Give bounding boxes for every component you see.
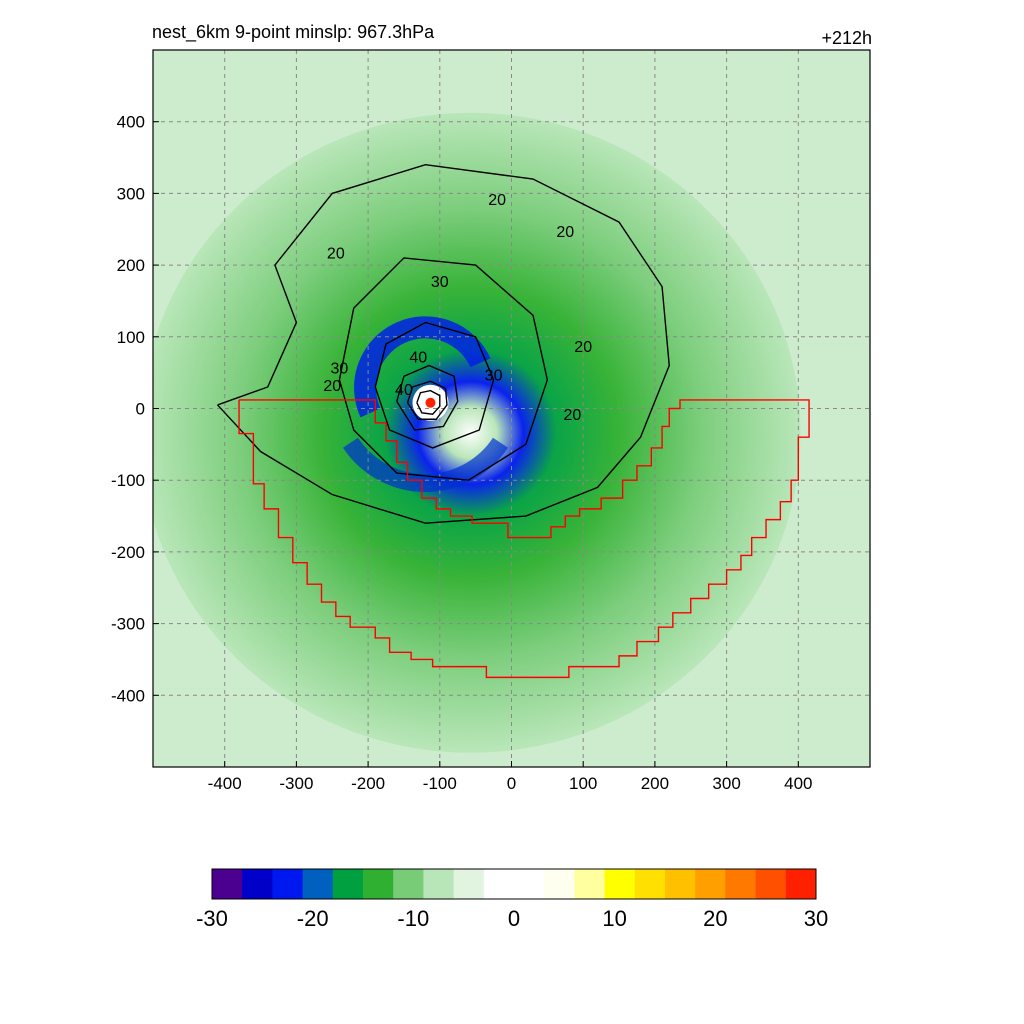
colorbar-segment	[272, 869, 304, 899]
colorbar-segment	[332, 869, 364, 899]
x-tick-label: 200	[641, 774, 669, 793]
colorbar-tick-label: 0	[508, 906, 520, 931]
colorbar-frame	[211, 868, 817, 900]
x-tick-label: -300	[279, 774, 313, 793]
x-tick-label: -100	[423, 774, 457, 793]
colorbar-segment	[665, 869, 696, 899]
colorbar-segment	[604, 869, 636, 899]
colorbar-tick-label: 20	[703, 906, 727, 931]
y-tick-label: 300	[117, 184, 145, 203]
y-tick-label: -200	[111, 543, 145, 562]
contour-line	[338, 257, 549, 481]
rainband	[342, 437, 508, 492]
wind-field-layer	[153, 50, 870, 767]
contour-label: 40	[409, 350, 427, 367]
axis-tick-labels: -400 -300 -200 -100 0 100 200 300 40040030020010…	[111, 113, 813, 793]
contour-line	[396, 364, 459, 431]
colorbar-segment	[544, 869, 575, 899]
y-tick-label: -400	[111, 686, 145, 705]
colorbar-segment	[363, 869, 394, 899]
colorbar-segment	[423, 869, 455, 899]
colorbar-segment	[453, 869, 485, 899]
contour-label: 20	[564, 407, 582, 424]
y-tick-label: -300	[111, 615, 145, 634]
colorbar: -30 -20 -10 0 10 20 30	[196, 868, 828, 931]
y-tick-label: 0	[136, 400, 145, 419]
contour-label: 40	[395, 382, 413, 399]
y-tick-label: -100	[111, 471, 145, 490]
contour-line	[217, 164, 670, 524]
contour-label: 20	[574, 339, 592, 356]
contour-label: 30	[485, 367, 503, 384]
contour-line	[416, 389, 441, 415]
colorbar-segment	[574, 869, 606, 899]
colorbar-tick-label: 30	[804, 906, 828, 931]
colorbar-segment	[785, 869, 817, 899]
colorbar-segment	[725, 869, 757, 899]
x-tick-label: 300	[712, 774, 740, 793]
forecast-hour-label: +212h	[821, 28, 872, 48]
eyewall-band	[354, 316, 491, 418]
x-tick-label: 400	[784, 774, 812, 793]
contour-label: 30	[331, 360, 349, 377]
region-outline	[238, 399, 810, 679]
colorbar-segment	[755, 869, 787, 899]
colorbar-segment	[212, 869, 243, 899]
colorbar-tick-label: -30	[196, 906, 228, 931]
contour-label: 20	[323, 378, 341, 395]
region-outline-layer	[238, 399, 810, 679]
colorbar-segment	[242, 869, 273, 899]
colorbar-segment	[393, 869, 424, 899]
contour-label: 20	[556, 224, 574, 241]
x-tick-label: -400	[208, 774, 242, 793]
colorbar-tick-label: 10	[602, 906, 626, 931]
x-tick-label: 0	[507, 774, 516, 793]
colorbar-segment	[634, 869, 666, 899]
storm-field	[153, 112, 801, 753]
contour-line	[374, 321, 495, 449]
x-tick-label: -200	[351, 774, 385, 793]
y-tick-label: 400	[117, 113, 145, 132]
colorbar-segment	[302, 869, 334, 899]
storm-center-marker	[425, 397, 436, 408]
contour-label: 30	[431, 274, 449, 291]
y-tick-label: 200	[117, 256, 145, 275]
colorbar-segment	[483, 869, 515, 899]
y-tick-label: 100	[117, 328, 145, 347]
x-tick-label: 100	[569, 774, 597, 793]
contour-label: 20	[327, 246, 345, 263]
colorbar-tick-label: -10	[397, 906, 429, 931]
colorbar-tick-label: -20	[297, 906, 329, 931]
colorbar-segment	[514, 869, 545, 899]
colorbar-segment	[695, 869, 726, 899]
chart-title: nest_6km 9-point minslp: 967.3hPa	[152, 22, 435, 42]
contour-line	[406, 380, 448, 420]
contour-label: 20	[488, 192, 506, 209]
